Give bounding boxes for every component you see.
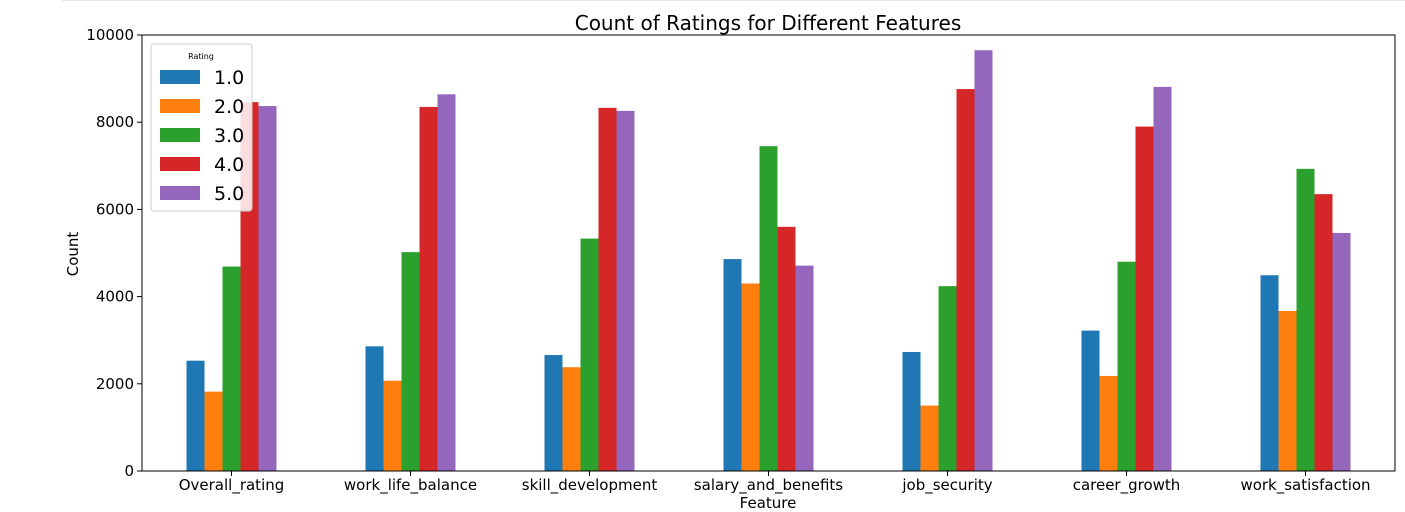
legend-label: 2.0 — [214, 96, 244, 118]
bar-career_growth-3.0 — [1117, 261, 1136, 471]
bar-skill_development-4.0 — [598, 107, 617, 471]
bar-work_satisfaction-1.0 — [1260, 275, 1279, 471]
bars-layer — [186, 50, 1351, 472]
y-tick-label: 2000 — [96, 375, 134, 393]
x-tick-label: salary_and_benefits — [694, 476, 843, 495]
bar-job_security-2.0 — [920, 405, 939, 471]
bar-career_growth-4.0 — [1135, 126, 1154, 471]
bar-Overall_rating-1.0 — [186, 360, 205, 471]
legend-title: Rating — [188, 52, 214, 61]
bar-skill_development-1.0 — [544, 355, 563, 471]
bar-work_life_balance-1.0 — [365, 346, 384, 471]
bar-job_security-5.0 — [974, 50, 993, 471]
bar-Overall_rating-5.0 — [258, 106, 277, 471]
y-tick-label: 8000 — [96, 113, 134, 131]
bar-Overall_rating-2.0 — [204, 391, 223, 471]
top-divider — [62, 0, 1405, 1]
bar-work_satisfaction-3.0 — [1296, 168, 1315, 471]
bar-salary_and_benefits-2.0 — [741, 283, 760, 471]
bar-work_satisfaction-4.0 — [1314, 194, 1333, 471]
y-tick-label: 0 — [124, 462, 134, 480]
bar-salary_and_benefits-5.0 — [795, 265, 814, 471]
legend-swatch — [160, 157, 200, 171]
x-tick-label: job_security — [901, 476, 992, 495]
y-tick-label: 6000 — [96, 200, 134, 218]
bar-work_satisfaction-2.0 — [1278, 310, 1297, 471]
y-axis: 0 2000 4000 6000 8000 10000 — [86, 26, 142, 480]
bar-job_security-4.0 — [956, 89, 975, 471]
y-tick-label: 10000 — [86, 26, 134, 44]
bar-salary_and_benefits-3.0 — [759, 146, 778, 471]
bar-work_life_balance-5.0 — [437, 94, 456, 472]
y-axis-label: Count — [64, 232, 82, 277]
legend-label: 4.0 — [214, 154, 244, 176]
legend-swatch — [160, 70, 200, 84]
bar-skill_development-2.0 — [562, 367, 581, 471]
bar-skill_development-5.0 — [616, 110, 635, 472]
x-tick-label: career_growth — [1073, 476, 1181, 495]
bar-work_life_balance-4.0 — [419, 106, 438, 471]
bar-Overall_rating-3.0 — [222, 266, 241, 471]
bar-job_security-1.0 — [902, 351, 921, 471]
legend-swatch — [160, 186, 200, 200]
x-axis-label: Feature — [740, 494, 797, 512]
legend-label: 5.0 — [214, 183, 244, 205]
bar-work_life_balance-3.0 — [401, 252, 420, 471]
legend-label: 1.0 — [214, 67, 244, 89]
x-tick-label: work_life_balance — [344, 476, 477, 495]
bar-skill_development-3.0 — [580, 238, 599, 471]
bar-work_satisfaction-5.0 — [1332, 232, 1351, 471]
bar-salary_and_benefits-1.0 — [723, 259, 742, 471]
y-tick-label: 4000 — [96, 288, 134, 306]
chart-title: Count of Ratings for Different Features — [575, 11, 962, 35]
legend-swatch — [160, 128, 200, 142]
bar-career_growth-1.0 — [1081, 330, 1100, 471]
bar-career_growth-2.0 — [1099, 375, 1118, 471]
bar-work_life_balance-2.0 — [383, 380, 402, 471]
legend-swatch — [160, 99, 200, 113]
x-tick-label: work_satisfaction — [1240, 476, 1370, 495]
x-axis: Overall_rating work_life_balance skill_dev… — [179, 471, 1371, 495]
bar-salary_and_benefits-4.0 — [777, 226, 796, 471]
x-tick-label: skill_development — [522, 476, 658, 495]
bar-career_growth-5.0 — [1153, 86, 1172, 471]
legend-entries: 1.0 2.0 3.0 4.0 5.0 — [160, 67, 244, 205]
x-tick-label: Overall_rating — [179, 476, 285, 495]
bar-job_security-3.0 — [938, 286, 957, 471]
legend-label: 3.0 — [214, 125, 244, 147]
legend: Rating 1.0 2.0 3.0 4.0 5.0 — [150, 43, 253, 212]
